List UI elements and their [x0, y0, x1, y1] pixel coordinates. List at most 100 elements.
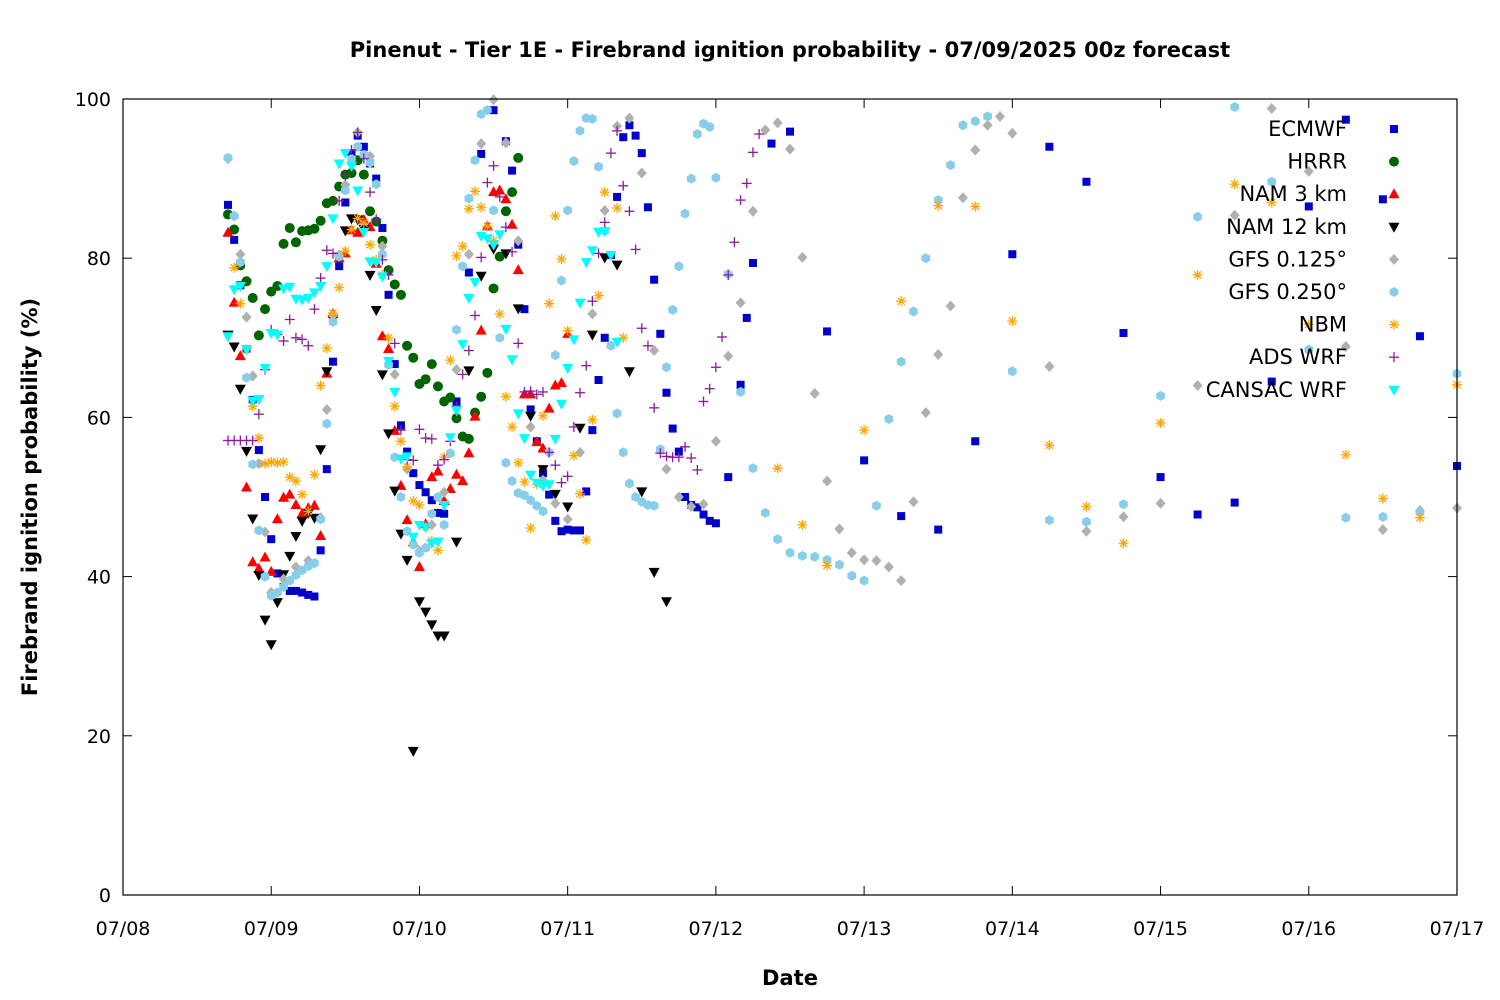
legend-label: GFS 0.125°	[1228, 247, 1347, 271]
legend-label: CANSAC WRF	[1206, 378, 1347, 402]
data-point-ecmwf	[477, 149, 486, 158]
data-point-gfs-0-250	[507, 476, 517, 487]
x-tick-label: 07/17	[1430, 918, 1485, 940]
data-point-gfs-0-250	[223, 152, 233, 163]
data-point-nam-12-km	[370, 305, 382, 316]
data-point-ads-wrf	[630, 244, 641, 255]
data-point-gfs-0-125	[389, 368, 400, 380]
data-point-ads-wrf	[680, 441, 691, 452]
data-point-gfs-0-250	[322, 418, 332, 429]
y-tick-label: 40	[87, 567, 111, 589]
data-point-hrrr	[272, 281, 283, 292]
data-point-gfs-0-250	[693, 129, 702, 139]
data-point-ads-wrf	[439, 454, 450, 465]
data-point-gfs-0-250	[625, 478, 634, 489]
data-point-ecmwf	[662, 388, 671, 397]
data-point-ads-wrf	[525, 386, 536, 397]
data-point-ecmwf	[261, 493, 270, 501]
data-point-nbm	[859, 425, 870, 436]
data-point-gfs-0-250	[273, 587, 282, 598]
data-point-ecmwf	[489, 106, 498, 115]
data-point-nam-12-km	[636, 487, 648, 498]
data-point-gfs-0-250	[1119, 499, 1128, 510]
data-point-gfs-0-125	[957, 192, 968, 204]
data-point-ads-wrf	[365, 187, 376, 198]
data-point-ecmwf	[668, 424, 677, 433]
data-point-gfs-0-250	[1156, 390, 1165, 401]
data-point-cansac-wrf	[611, 337, 623, 348]
data-point-ecmwf	[582, 487, 591, 496]
data-point-ads-wrf	[661, 451, 672, 462]
data-point-nam-12-km	[623, 367, 635, 378]
data-point-gfs-0-125	[698, 498, 709, 510]
data-point-gfs-0-125	[1007, 127, 1018, 139]
data-point-gfs-0-250	[761, 507, 770, 518]
data-point-nam-12-km	[562, 502, 574, 513]
data-point-gfs-0-250	[470, 155, 480, 166]
data-point-nam-12-km	[407, 746, 419, 757]
data-point-nam-12-km	[611, 260, 623, 271]
data-point-gfs-0-125	[710, 435, 721, 447]
data-point-gfs-0-250	[563, 205, 572, 216]
data-point-ads-wrf	[642, 340, 653, 351]
data-point-nam-12-km	[271, 598, 283, 609]
legend-label: NAM 12 km	[1226, 215, 1347, 239]
data-point-nam-12-km	[234, 384, 246, 395]
data-point-nbm	[260, 458, 271, 469]
data-point-nam-3-km	[284, 488, 296, 499]
data-point-ecmwf	[724, 473, 733, 482]
data-point-ads-wrf	[513, 338, 524, 349]
data-point-nam-12-km	[586, 330, 598, 341]
data-point-nbm	[537, 410, 548, 421]
data-point-gfs-0-250	[254, 525, 264, 536]
plot-frame	[122, 98, 1458, 896]
data-point-ads-wrf	[649, 402, 660, 413]
data-point-nbm	[346, 224, 357, 235]
data-point-gfs-0-125	[686, 501, 697, 513]
legend-label: ECMWF	[1268, 117, 1347, 141]
data-point-nbm	[482, 221, 493, 232]
data-point-gfs-0-125	[896, 575, 907, 587]
data-point-hrrr	[284, 222, 295, 233]
data-point-nam-3-km	[234, 350, 246, 361]
data-point-nbm	[1266, 197, 1277, 208]
data-point-gfs-0-250	[1341, 512, 1351, 523]
data-point-gfs-0-250	[328, 316, 338, 327]
data-point-gfs-0-250	[711, 172, 721, 183]
data-point-cansac-wrf	[308, 288, 320, 299]
data-point-cansac-wrf	[370, 258, 382, 269]
data-point-ads-wrf	[624, 206, 635, 217]
data-point-nbm	[1007, 316, 1018, 327]
data-point-gfs-0-125	[636, 167, 647, 179]
data-point-nbm	[284, 472, 295, 483]
legend-label: NBM	[1299, 313, 1347, 337]
data-point-ecmwf	[1230, 498, 1239, 507]
data-point-ads-wrf	[575, 387, 586, 398]
data-point-nbm	[507, 421, 518, 432]
data-point-gfs-0-125	[883, 561, 894, 573]
data-point-ads-wrf	[463, 345, 474, 356]
data-point-ecmwf	[576, 526, 585, 535]
data-point-cansac-wrf	[358, 227, 370, 238]
data-point-gfs-0-125	[253, 458, 264, 470]
data-point-nbm	[1044, 440, 1055, 451]
data-point-ecmwf	[656, 329, 665, 338]
data-point-gfs-0-125	[908, 496, 919, 508]
data-point-nbm	[229, 262, 240, 273]
data-point-nbm	[612, 203, 623, 214]
x-axis-label: Date	[762, 966, 818, 990]
data-point-ecmwf	[254, 446, 263, 455]
data-point-gfs-0-250	[798, 550, 807, 561]
data-point-nam-3-km	[426, 471, 438, 482]
data-point-ads-wrf	[389, 338, 400, 349]
data-point-ecmwf	[613, 192, 622, 201]
data-point-gfs-0-250	[408, 539, 418, 550]
data-point-ads-wrf	[488, 160, 499, 171]
data-point-hrrr	[426, 359, 437, 370]
data-point-gfs-0-250	[378, 249, 387, 260]
data-point-ecmwf	[273, 569, 282, 578]
data-point-nam-3-km	[308, 499, 320, 510]
data-point-nbm	[1377, 493, 1388, 504]
data-point-ecmwf	[440, 509, 449, 518]
